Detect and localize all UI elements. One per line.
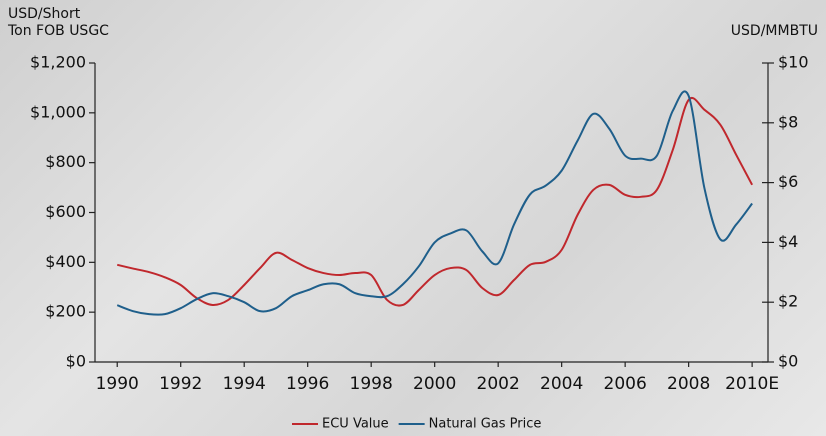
y-tick-label: $0 bbox=[66, 352, 86, 371]
x-tick-label: 2008 bbox=[667, 374, 710, 394]
x-tick-label: 1990 bbox=[96, 374, 139, 394]
y-tick-label: $1,200 bbox=[30, 53, 86, 72]
x-tick-label: 1994 bbox=[223, 374, 266, 394]
x-tick-label: 2000 bbox=[413, 374, 456, 394]
x-tick-label: 2004 bbox=[540, 374, 583, 394]
x-tick-label: 1996 bbox=[286, 374, 329, 394]
y2-tick-label: $10 bbox=[778, 53, 809, 72]
x-tick-label: 1998 bbox=[350, 374, 393, 394]
y2-tick-label: $8 bbox=[778, 112, 798, 131]
y-axis-title: Ton FOB USGC bbox=[7, 23, 109, 39]
y-tick-label: $200 bbox=[45, 302, 86, 321]
y-tick-label: $1,000 bbox=[30, 102, 86, 121]
x-tick-label: 2006 bbox=[604, 374, 647, 394]
y-axis-title: USD/Short bbox=[8, 6, 81, 22]
x-tick-label: 2002 bbox=[477, 374, 520, 394]
y-tick-label: $400 bbox=[45, 252, 86, 271]
x-tick-label: 1992 bbox=[159, 374, 202, 394]
x-tick-label: 2010E bbox=[725, 374, 779, 394]
y2-tick-label: $4 bbox=[778, 232, 798, 251]
y-tick-label: $800 bbox=[45, 152, 86, 171]
y-tick-label: $600 bbox=[45, 202, 86, 221]
line bbox=[116, 90, 753, 316]
y2-axis-title: USD/MMBTU bbox=[731, 23, 818, 39]
y2-tick-label: $0 bbox=[778, 352, 798, 371]
line bbox=[116, 97, 754, 307]
legend-label: Natural Gas Price bbox=[429, 417, 542, 432]
y2-tick-label: $6 bbox=[778, 172, 798, 191]
y2-tick-label: $2 bbox=[778, 292, 798, 311]
legend-label: ECU Value bbox=[322, 417, 389, 432]
